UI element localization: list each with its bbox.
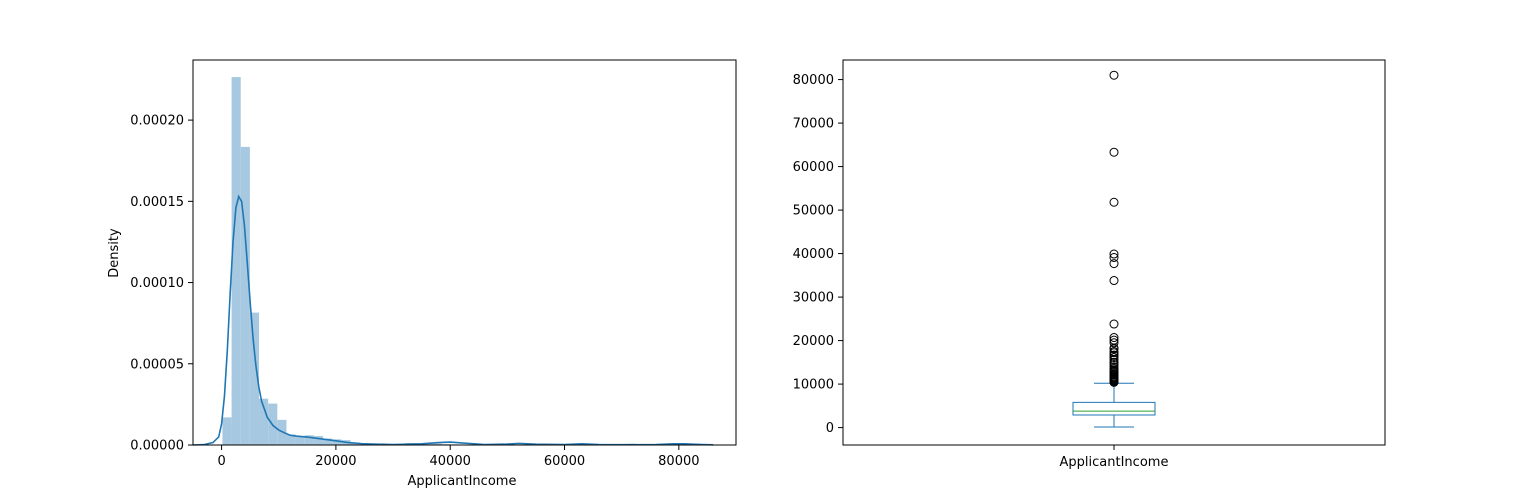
right-y-tick-label: 60000 (793, 160, 834, 175)
right-y-tick-label: 80000 (793, 73, 834, 88)
right-y-tick-label: 30000 (793, 291, 834, 306)
outlier-point (1109, 338, 1119, 348)
outlier-point (1109, 249, 1119, 259)
outlier-point (1109, 346, 1119, 356)
right-y-tick-label: 70000 (793, 117, 834, 132)
histogram-bar (332, 439, 342, 445)
right-y-tick-label: 20000 (793, 334, 834, 349)
box-plot: 0 10000 20000 30000 40000 50000 60000 70000 8000… (793, 59, 1386, 470)
left-y-tick-label: 0.00015 (130, 195, 184, 210)
histogram-bars (222, 77, 680, 446)
left-x-ticks: 0 20000 40000 60000 80000 (217, 445, 700, 469)
left-x-axis-label: ApplicantIncome (408, 474, 517, 489)
right-y-tick-label: 50000 (793, 204, 834, 219)
outlier-point (1109, 333, 1119, 343)
right-y-tick-label: 10000 (793, 378, 834, 393)
right-y-ticks: 0 10000 20000 30000 40000 50000 60000 70000 8000… (793, 73, 843, 436)
iqr-box (1072, 401, 1156, 416)
right-y-tick-label: 40000 (793, 247, 834, 262)
histogram-bar (286, 434, 296, 445)
outlier-point (1109, 362, 1119, 372)
outlier-point (1109, 70, 1119, 80)
histogram-bar (323, 438, 333, 445)
left-x-tick-label: 20000 (315, 454, 356, 469)
outlier-point (1109, 147, 1119, 157)
histogram-bar (222, 417, 232, 445)
histogram-bar (295, 436, 305, 445)
right-x-tick-label: ApplicantIncome (1060, 455, 1169, 470)
outlier-point (1109, 259, 1119, 269)
outlier-point (1109, 197, 1119, 207)
left-x-tick-label: 0 (217, 454, 225, 469)
distribution-plot: 0 20000 40000 60000 80000 0.000000.000050.00… (107, 59, 737, 489)
histogram-bar (240, 146, 250, 445)
outlier-point (1109, 353, 1119, 363)
histogram-bar (432, 443, 442, 445)
outlier-point (1109, 276, 1119, 286)
outlier-point (1109, 319, 1119, 329)
histogram-bar (259, 398, 269, 445)
left-y-axis-label: Density (107, 228, 122, 278)
left-x-tick-label: 40000 (430, 454, 471, 469)
left-y-tick-label: 0.00010 (130, 276, 184, 291)
outlier-point (1109, 357, 1119, 367)
outlier-point (1109, 253, 1119, 263)
left-y-ticks: 0.00000 0.00005 0.00010 0.00015 0.00020 (130, 114, 193, 454)
left-y-tick-label: 0.00020 (130, 114, 184, 129)
box-elements (1072, 382, 1156, 428)
histogram-bar (249, 312, 260, 445)
histogram-bar (313, 436, 324, 445)
kde-curve (192, 194, 714, 446)
left-y-tick-label: 0.00005 (130, 357, 184, 372)
histogram-bar (231, 77, 241, 446)
right-y-tick-label: 0 (826, 421, 834, 436)
left-y-tick-label: 0.00000 (130, 439, 184, 454)
outlier-points (1109, 70, 1119, 387)
outlier-point (1109, 350, 1119, 360)
outlier-point (1109, 335, 1119, 345)
left-axes-frame (192, 59, 737, 446)
left-x-tick-label: 80000 (658, 454, 699, 469)
histogram-bar (304, 435, 314, 445)
left-x-tick-label: 60000 (544, 454, 585, 469)
